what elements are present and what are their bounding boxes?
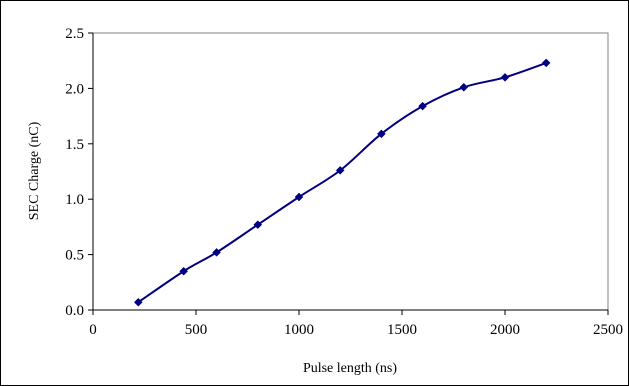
- data-point-marker: [541, 58, 551, 68]
- data-point-marker: [179, 266, 188, 276]
- data-point-marker: [335, 166, 345, 175]
- data-point-marker: [253, 220, 263, 230]
- y-tick-label: 2.0: [65, 81, 84, 97]
- y-tick-label: 0.0: [65, 303, 84, 319]
- data-point-marker: [459, 82, 469, 92]
- data-point-marker: [500, 72, 510, 82]
- ticks-layer: 0.0 0.5 1.0 1.5 2.0 2.5 0 500 1000 1500 2000 2500: [65, 26, 623, 338]
- y-tick-label: 1.0: [65, 192, 84, 208]
- series-layer: [133, 58, 551, 307]
- y-tick-label: 2.5: [65, 26, 84, 42]
- data-point-marker: [294, 192, 304, 202]
- data-point-marker: [377, 129, 386, 139]
- x-tick-label: 500: [185, 322, 208, 338]
- x-tick-label: 2500: [593, 322, 623, 338]
- x-tick-label: 0: [89, 322, 97, 338]
- plot-area: [92, 32, 609, 311]
- data-point-marker: [212, 248, 221, 257]
- y-axis-label: SEC Charge (nC): [27, 121, 42, 220]
- y-tick-label: 1.5: [65, 137, 84, 153]
- data-point-marker: [418, 101, 427, 111]
- x-tick-label: 1500: [387, 322, 417, 338]
- x-tick-label: 1000: [284, 322, 314, 338]
- x-axis-label: Pulse length (ns): [303, 361, 397, 376]
- data-point-marker: [133, 297, 143, 307]
- x-tick-label: 2000: [490, 322, 520, 338]
- y-tick-label: 0.5: [65, 248, 84, 264]
